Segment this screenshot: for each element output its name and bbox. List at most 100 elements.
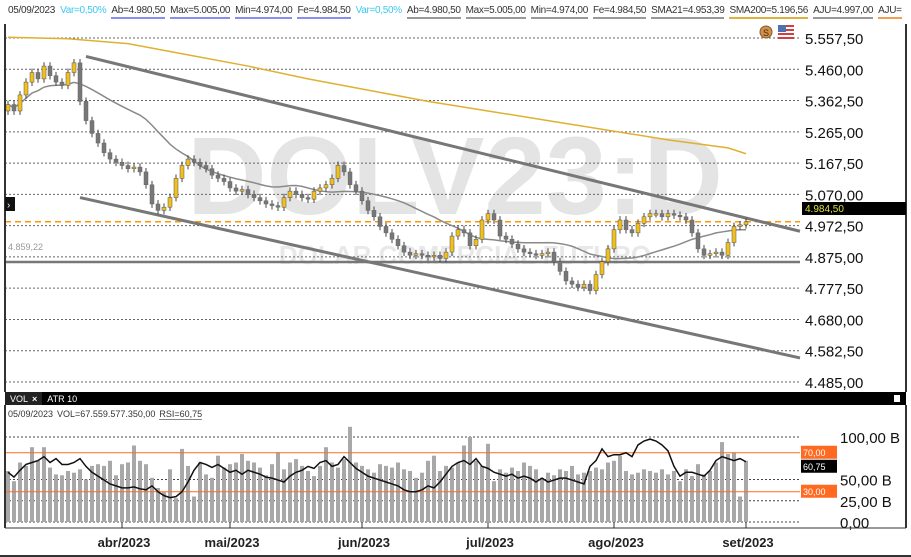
candle [377, 212, 383, 231]
tab-vol-label: VOL [10, 393, 29, 404]
price-tick-label: 5.460,00 [805, 62, 863, 79]
volume-bar [630, 474, 634, 522]
tab-vol[interactable]: VOL × [5, 392, 43, 405]
candle [125, 161, 131, 173]
candle-body-up [29, 72, 35, 83]
candle-body-down [233, 187, 239, 192]
candle [617, 216, 623, 234]
candle [485, 209, 491, 224]
trend-line[interactable] [85, 54, 801, 233]
candle-body-up [281, 197, 287, 208]
candle-body-up [731, 226, 737, 243]
candle-body-down [677, 214, 683, 218]
candle [593, 270, 599, 295]
candle [281, 193, 287, 212]
volume-bar [84, 479, 88, 522]
candle-body-down [305, 197, 311, 200]
trend-line[interactable] [79, 196, 801, 360]
close-icon[interactable]: × [32, 393, 38, 404]
volume-bar [576, 474, 580, 522]
volume-bar [516, 471, 520, 522]
candle-body-down [515, 243, 521, 250]
candle [431, 251, 437, 261]
candle [257, 193, 263, 205]
ohlc-info-bar: 05/09/2023 Var=0,50% Ab=4.980,50 Max=5.005… [8, 5, 902, 20]
candle-body-down [527, 251, 533, 254]
volume-bar [150, 477, 154, 522]
candle [275, 201, 281, 212]
candle-body-down [365, 200, 371, 211]
candle [701, 245, 707, 260]
volume-bar [486, 443, 490, 522]
volume-bar [282, 469, 286, 522]
info-item: Var=0,50% [60, 5, 107, 16]
maximize-icon[interactable] [894, 395, 900, 402]
candle-body-up [485, 213, 491, 221]
price-tick-label: 4.680,00 [805, 312, 863, 329]
info-item: SMA200=5.196,56 [729, 5, 808, 19]
tab-atr-label: ATR 10 [47, 393, 78, 404]
info-item: Max=5.005,00 [465, 5, 526, 19]
volume-bar [294, 459, 298, 522]
volume-bar [162, 492, 166, 522]
candle [329, 174, 335, 189]
sma200-line [7, 36, 747, 155]
rsi-last-badge [801, 459, 837, 473]
volume-bar [702, 474, 706, 522]
candle-body-down [359, 190, 365, 202]
expand-button[interactable] [5, 197, 15, 211]
candle [359, 187, 365, 205]
candle-body-up [161, 206, 167, 211]
candle-body-down [389, 232, 395, 240]
candle [509, 235, 515, 248]
volume-bar [654, 472, 658, 522]
candle [311, 187, 317, 204]
candle-body-up [131, 166, 137, 169]
info-item: Var=0,50% [355, 5, 403, 16]
candle-body-down [107, 152, 113, 160]
candle-body-down [371, 210, 377, 218]
candle [203, 161, 209, 173]
dollar-coin-icon: S [759, 25, 773, 39]
candle [743, 217, 749, 229]
volume-bar [54, 474, 58, 522]
volume-bar [450, 467, 454, 522]
volume-bar [498, 469, 502, 522]
candle-body-up [641, 216, 647, 224]
candle [197, 158, 203, 170]
candle [191, 155, 197, 167]
candle-body-down [155, 203, 161, 211]
candle [287, 187, 293, 202]
candle-body-down [215, 174, 221, 179]
info-item: Max=5.005,00 [170, 5, 230, 19]
candle-body-down [629, 229, 635, 234]
candle-body-up [665, 213, 671, 218]
candle [239, 185, 245, 196]
candle-body-down [113, 158, 119, 163]
volume-bar [264, 475, 268, 522]
volume-bar [636, 472, 640, 522]
candle [587, 280, 593, 295]
candle-body-down [659, 213, 665, 218]
candle-body-down [695, 232, 701, 250]
candle-body-down [551, 251, 557, 262]
candle-body-up [647, 213, 653, 218]
tab-atr[interactable]: ATR 10 [42, 392, 82, 405]
time-tick-label: mai/2023 [205, 535, 260, 550]
watermark: DOLV23:D DOLAR COMERCIAL FUTURO [187, 115, 723, 270]
last-price-label: 4.984,50 [805, 204, 844, 215]
candle-body-down [203, 165, 209, 169]
volume-bar [492, 481, 496, 522]
candle-body-down [509, 239, 515, 245]
volume-bar [528, 465, 532, 522]
candle [107, 148, 113, 163]
candle [323, 180, 329, 192]
chevron-right-icon: › [7, 200, 10, 211]
price-axis: 5.557,50 5.460,00 5.362,50 5.265,00 5.167,50… [805, 31, 863, 392]
volume-bar [588, 471, 592, 522]
candle-body-up [287, 190, 293, 198]
candle-body-up [41, 65, 47, 80]
volume-bar [558, 469, 562, 522]
candle-body-down [401, 245, 407, 253]
